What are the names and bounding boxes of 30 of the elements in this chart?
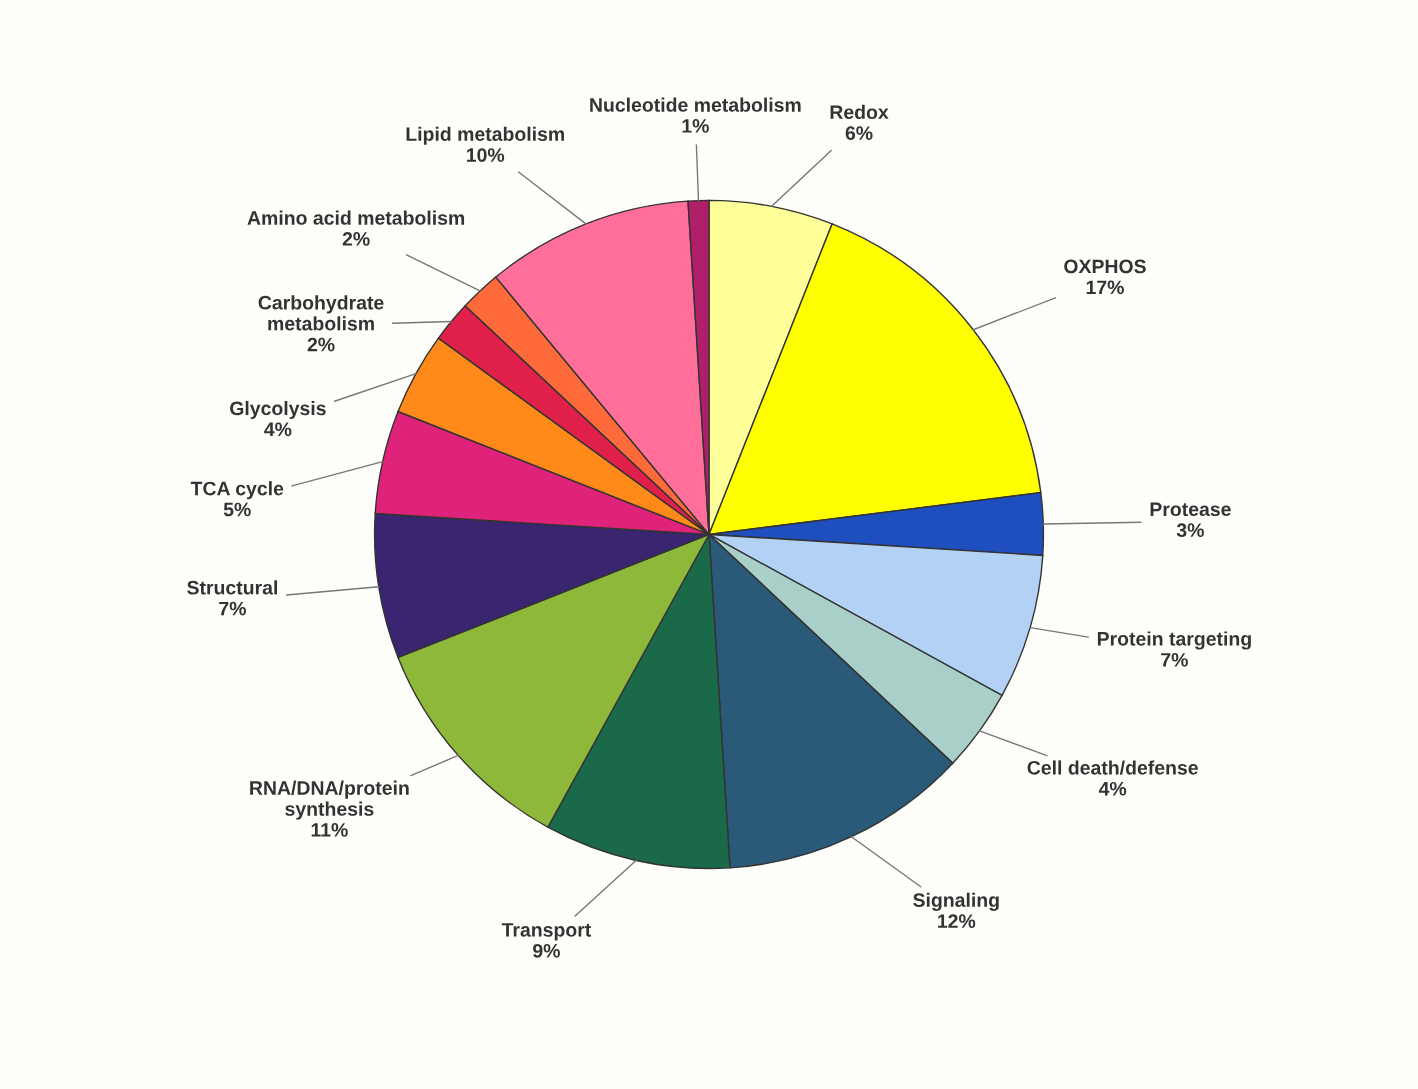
- data-label: 4%: [1098, 781, 1127, 796]
- data-label: 5%: [223, 502, 251, 517]
- slice-label: Glycolysis: [230, 400, 326, 420]
- data-label: 2%: [342, 232, 370, 246]
- slice-label: TCA cycle: [190, 481, 284, 500]
- slice-label: Protein targeting: [1097, 631, 1251, 650]
- data-label: 7%: [219, 601, 246, 616]
- slice-label: Structural: [187, 580, 277, 595]
- data-label: 9%: [533, 943, 560, 958]
- slice-label: Signaling: [913, 892, 999, 911]
- data-label: 7%: [1161, 652, 1188, 667]
- slice-label: RNA/DNA/protein synthesis: [250, 780, 409, 820]
- slice-label: Protease: [1150, 502, 1231, 517]
- data-label: 17%: [1086, 280, 1124, 295]
- slice-label: Nucleotide metabolism: [590, 97, 801, 112]
- data-label: 10%: [466, 148, 505, 162]
- data-label: 1%: [682, 119, 709, 133]
- data-label: 11%: [311, 823, 348, 837]
- data-label: 2%: [307, 337, 335, 352]
- data-label: 6%: [845, 126, 873, 141]
- slice-label: Cell death/defense: [1027, 760, 1198, 775]
- slice-label: Lipid metabolism: [406, 126, 564, 145]
- slice-label: Carbohydrate metabolism: [258, 295, 384, 331]
- data-label: 12%: [938, 914, 976, 928]
- slice-label: Transport: [501, 923, 592, 941]
- slice-label: Redox: [830, 104, 889, 120]
- slice-label: OXPHOS: [1064, 259, 1146, 274]
- data-label: 3%: [1176, 523, 1204, 538]
- slice-label: Amino acid metabolism: [247, 210, 465, 225]
- data-label: 4%: [264, 422, 292, 437]
